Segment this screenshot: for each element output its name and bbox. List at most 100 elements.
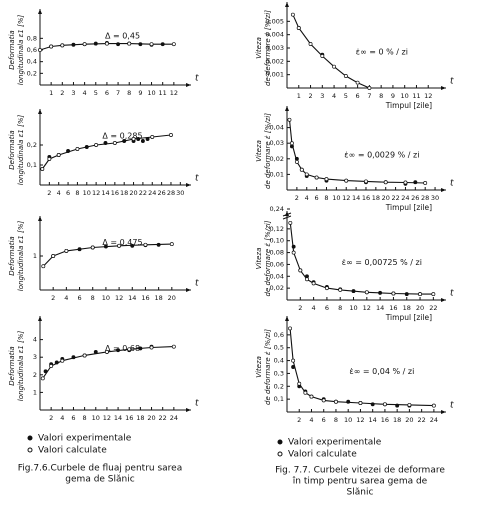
x-tick-label: 6	[356, 92, 360, 100]
calculated-point	[60, 43, 65, 48]
y-label: Viteza	[255, 356, 263, 378]
y-tick-label: 0,8	[27, 34, 37, 42]
x-tick-label: 6	[322, 416, 326, 424]
x-tick-label: 4	[83, 89, 87, 97]
calculated-point	[82, 353, 87, 358]
x-tick-label: 11	[412, 92, 420, 100]
calculated-point	[169, 242, 174, 247]
y-tick-label: 0,01	[270, 170, 284, 178]
x-tick-label: 8	[127, 89, 131, 97]
x-tick-label: 28	[167, 189, 175, 197]
y-tick-label: 0,1	[274, 395, 284, 403]
fitted-curve	[292, 14, 370, 89]
calculated-point	[90, 245, 95, 250]
x-label: t	[450, 401, 454, 411]
calculated-point	[288, 220, 293, 225]
experimental-point	[140, 139, 145, 143]
calculated-point	[298, 268, 303, 273]
y-tick-label: 0,001	[265, 71, 284, 79]
y-label: de deformare ε̇ [%/zi]	[264, 10, 272, 86]
calculated-point	[75, 147, 80, 151]
x-tick-label: 16	[389, 304, 397, 312]
calculated-point	[296, 26, 301, 30]
x-tick-label: 7	[367, 92, 371, 100]
x-tick-label: 16	[141, 294, 149, 302]
x-tick-label: 14	[114, 414, 122, 422]
calculated-point	[104, 349, 109, 354]
x-tick-label: 16	[111, 189, 119, 197]
annotation: ε̇∞ = 0,00725 % / zi	[342, 258, 422, 267]
calculated-point	[364, 290, 369, 295]
x-tick-label: 14	[369, 416, 377, 424]
calculated-point	[49, 364, 54, 368]
x-title: Timpul [zile]	[385, 313, 432, 322]
x-tick-label: 18	[136, 414, 144, 422]
calculated-point	[49, 44, 54, 49]
x-tick-label: 26	[157, 189, 165, 197]
x-tick-label: 2	[297, 416, 301, 424]
x-tick-label: 18	[120, 189, 128, 197]
y-tick-label: 0,12	[270, 225, 284, 233]
calculated-point	[287, 117, 292, 122]
calculated-point	[383, 180, 388, 185]
calculated-point	[324, 177, 329, 182]
calculated-point	[355, 80, 360, 85]
x-tick-label: 1	[297, 92, 301, 100]
y-tick-label: 0,2	[274, 382, 284, 390]
calculated-point	[289, 141, 294, 146]
x-tick-label: 3	[71, 89, 75, 97]
x-tick-label: 3	[320, 92, 324, 100]
x-title: Timpul [zile]	[385, 203, 432, 212]
y-label: longitudinala ε1 [%]	[17, 115, 25, 186]
x-tick-label: 10	[83, 189, 91, 197]
legend-filled-marker	[27, 435, 33, 441]
calculated-point	[291, 358, 296, 363]
x-tick-label: 6	[77, 294, 81, 302]
calculated-point	[64, 248, 69, 253]
x-tick-label: 10	[332, 194, 340, 202]
calculated-point	[305, 277, 309, 282]
y-tick-label: 0,003	[265, 44, 284, 52]
annotation: Δ = 0,68	[105, 344, 140, 353]
calculated-point	[358, 401, 363, 405]
calculated-point	[418, 292, 422, 297]
calculated-point	[391, 291, 396, 296]
y-tick-label: 0,04	[270, 124, 284, 132]
x-tick-label: 4	[309, 416, 313, 424]
y-tick-label: 0,03	[270, 139, 284, 147]
y-tick-label: 2	[33, 371, 37, 379]
calculated-point	[304, 172, 309, 177]
calculated-point	[303, 390, 308, 395]
calculated-point	[127, 41, 132, 46]
x-label: t	[450, 289, 454, 299]
y-label: longitudinala ε1 [%]	[17, 221, 25, 292]
x-title: Timpul [zile]	[385, 101, 432, 110]
x-tick-label: 20	[147, 414, 155, 422]
calculated-point	[40, 376, 45, 381]
calculated-point	[334, 399, 338, 404]
y-tick-label: 0,1	[27, 161, 37, 169]
y-tick-label: 0,08	[270, 249, 284, 257]
x-tick-label: 2	[47, 189, 51, 197]
calculated-point	[431, 403, 436, 408]
calculated-point	[311, 281, 316, 286]
calculated-point	[117, 243, 122, 248]
annotation: Δ = 0,285	[102, 132, 142, 141]
caption: Slănic	[347, 488, 374, 498]
x-tick-label: 22	[159, 414, 167, 422]
x-tick-label: 8	[334, 416, 338, 424]
calculated-point	[431, 292, 436, 297]
calculated-point	[343, 74, 348, 78]
x-tick-label: 10	[344, 416, 352, 424]
x-tick-label: 10	[401, 92, 409, 100]
x-tick-label: 22	[139, 189, 147, 197]
x-label: t	[195, 399, 199, 409]
x-tick-label: 14	[101, 189, 109, 197]
x-tick-label: 6	[66, 189, 70, 197]
x-tick-label: 20	[416, 304, 424, 312]
x-tick-label: 4	[57, 189, 61, 197]
legend-open-marker	[27, 447, 33, 453]
calculated-point	[149, 345, 154, 350]
